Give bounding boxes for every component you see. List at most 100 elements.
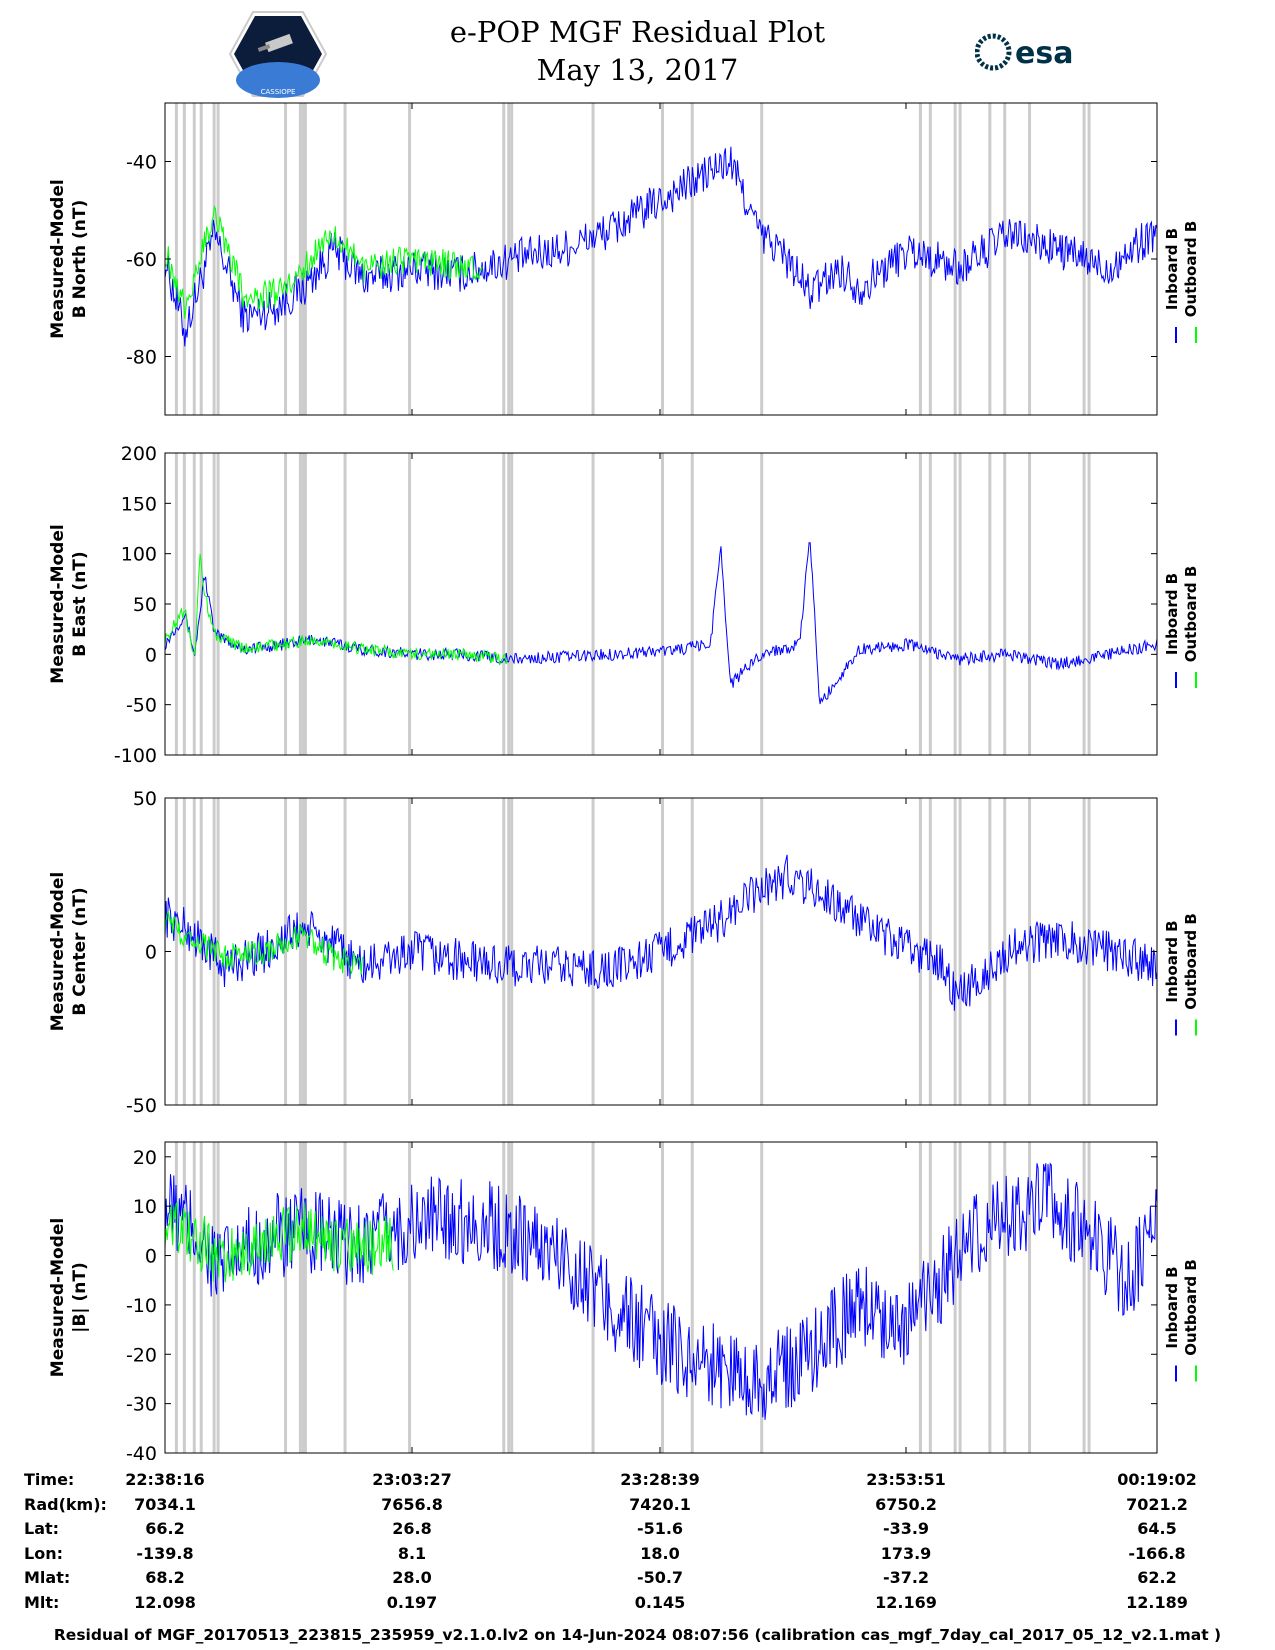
orbit-cell: 7021.2	[1126, 1494, 1188, 1514]
data-gap	[1003, 453, 1007, 755]
plot-date: May 13, 2017	[536, 53, 739, 87]
orbit-cell: 7034.1	[134, 1494, 196, 1514]
orbit-row-label: Rad(km):	[24, 1494, 107, 1514]
data-gap	[507, 1142, 511, 1453]
data-gap	[303, 798, 307, 1105]
orbit-cell: 6750.2	[875, 1494, 937, 1514]
panel-3: 50 0 -50 Measured-Model B Center (nT) Inboard…	[48, 788, 1200, 1117]
data-gap	[1003, 103, 1007, 415]
data-gap	[284, 1142, 288, 1453]
y-tick-label: -50	[126, 695, 157, 717]
orbit-cell: 66.2	[145, 1519, 185, 1538]
y-tick-label: 0	[145, 1246, 157, 1268]
data-gap	[298, 453, 302, 755]
data-gap	[1082, 1142, 1086, 1453]
orbit-row-label: Lat:	[24, 1519, 60, 1538]
data-gap	[760, 103, 764, 415]
y-tick-label: 50	[133, 788, 157, 810]
data-gap	[174, 1142, 178, 1453]
orbit-cell: -37.2	[882, 1568, 930, 1587]
data-gap	[174, 798, 178, 1105]
esa-logo: esa	[975, 33, 1073, 71]
data-gap	[182, 1142, 186, 1453]
data-gap	[174, 103, 178, 415]
data-gap	[958, 103, 962, 415]
orbit-cell: 0.145	[634, 1592, 686, 1612]
data-gap	[298, 103, 302, 415]
data-gap	[216, 453, 220, 755]
data-gap	[408, 1142, 412, 1453]
y-axis-label: Measured-Model B Center (nT)	[48, 872, 90, 1031]
y-tick-label: 10	[133, 1196, 157, 1218]
data-gap	[284, 103, 288, 415]
y-axis-label: Measured-Model B East (nT)	[48, 524, 90, 683]
data-gap	[988, 453, 992, 755]
orbit-row-label: Mlat:	[24, 1568, 71, 1587]
orbit-cell: 00:19:02	[1117, 1470, 1197, 1489]
y-tick-label: -50	[126, 1095, 157, 1117]
plot-title: e-POP MGF Residual Plot	[449, 15, 826, 49]
data-gap	[690, 1142, 694, 1453]
data-gap	[1028, 103, 1032, 415]
data-gap	[958, 453, 962, 755]
data-gap	[182, 103, 186, 415]
data-gap	[1082, 453, 1086, 755]
y-tick-label: -40	[126, 1443, 157, 1460]
data-gap	[510, 1142, 514, 1453]
y-tick-label: 150	[121, 493, 157, 515]
data-gap	[284, 453, 288, 755]
orbit-cell: 8.1	[397, 1543, 427, 1563]
y-tick-label: -100	[114, 745, 157, 767]
y-tick-label: -80	[126, 347, 157, 369]
legend-entry: Outboard B	[1182, 1259, 1200, 1356]
data-gap	[502, 453, 506, 755]
orbit-cell: -33.9	[882, 1519, 930, 1538]
legend-entry: Outboard B	[1182, 221, 1200, 318]
y-tick-label: 0	[145, 942, 157, 964]
data-gap	[502, 1142, 506, 1453]
data-gap	[1087, 1142, 1091, 1453]
data-gap	[301, 1142, 305, 1453]
data-gap	[918, 1142, 922, 1453]
series-inboard-b	[164, 542, 1158, 705]
data-gap	[182, 798, 186, 1105]
data-gap	[192, 103, 196, 415]
orbit-cell: 7420.1	[629, 1494, 691, 1514]
orbit-cell: 12.098	[134, 1592, 196, 1612]
data-gap	[301, 453, 305, 755]
orbit-cell: 62.2	[1137, 1568, 1177, 1587]
legend-entry: Inboard B	[1163, 1266, 1181, 1348]
data-gap	[408, 453, 412, 755]
plot-frame	[164, 1141, 1158, 1454]
data-gap	[199, 1142, 203, 1453]
orbit-cell: 23:28:39	[620, 1470, 700, 1489]
data-gap	[212, 103, 216, 415]
series-inboard-b	[164, 854, 1158, 1011]
data-gap	[303, 103, 307, 415]
legend: Inboard BOutboard B	[1163, 221, 1200, 318]
data-gap	[690, 103, 694, 415]
orbit-cell: 12.189	[1126, 1592, 1188, 1612]
y-tick-label: 100	[121, 544, 157, 566]
orbit-cell: 173.9	[880, 1543, 932, 1563]
orbit-cell: 12.169	[875, 1592, 937, 1612]
data-gap	[510, 453, 514, 755]
orbit-cell: 64.5	[1137, 1519, 1177, 1538]
series-outboard-b	[164, 1201, 394, 1283]
data-gap	[988, 1142, 992, 1453]
y-tick-label: -60	[126, 249, 157, 271]
data-gap	[928, 798, 932, 1105]
data-gap	[192, 798, 196, 1105]
series-outboard-b	[164, 205, 483, 319]
data-gap	[502, 798, 506, 1105]
data-gap	[1028, 453, 1032, 755]
y-tick-label: 50	[133, 594, 157, 616]
data-gap	[199, 798, 203, 1105]
y-axis-label: Measured-Model B North (nT)	[48, 179, 90, 338]
series-inboard-b	[164, 1162, 1158, 1420]
panel-1: -40 -60 -80 Measured-Model B North (nT) Inboa…	[48, 102, 1200, 416]
data-gap	[988, 103, 992, 415]
cassiope-logo-text: CASSIOPE	[261, 88, 296, 96]
y-tick-label: -40	[126, 152, 157, 174]
data-gap	[343, 1142, 347, 1453]
